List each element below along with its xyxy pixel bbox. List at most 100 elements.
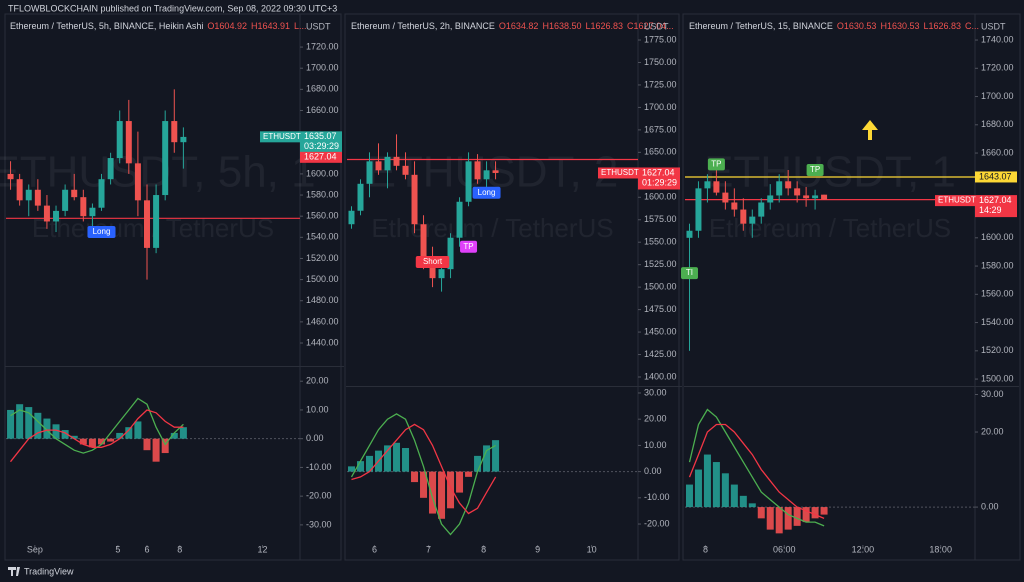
candle-body xyxy=(429,260,436,279)
currency-label: USDT xyxy=(306,21,331,31)
candle-body xyxy=(171,121,178,143)
symbol-tag xyxy=(935,195,975,207)
candle-body xyxy=(474,161,481,180)
candle-body xyxy=(348,210,355,225)
histogram-bar xyxy=(474,455,482,472)
price-tick-label: 1725.00 xyxy=(644,79,677,89)
histogram-bar xyxy=(492,440,500,472)
time-tick-label: 9 xyxy=(535,544,540,554)
price-tick-label: 1500.00 xyxy=(306,274,339,284)
histogram-bar xyxy=(757,507,765,519)
signal-line xyxy=(351,423,497,515)
candle-body xyxy=(107,158,114,180)
candle-body xyxy=(794,188,801,196)
signal-badge xyxy=(707,158,725,171)
signal-line xyxy=(9,409,184,463)
price-tick-label: 1520.00 xyxy=(306,253,339,263)
histogram-bar xyxy=(152,438,160,462)
price-tick-label: 1700.00 xyxy=(306,63,339,73)
macd-line xyxy=(688,408,825,527)
candle-body xyxy=(7,173,14,180)
signal-label: TI xyxy=(686,268,693,277)
watermark: Ethereum / TetherUS xyxy=(32,213,274,243)
histogram-bar xyxy=(438,471,446,519)
price-tick-label: 1575.00 xyxy=(644,214,677,224)
candle-body xyxy=(740,209,747,224)
candle-body xyxy=(384,156,391,171)
price-tick-label: 1440.00 xyxy=(306,337,339,347)
ohlc-value: L1626.83 xyxy=(586,21,624,31)
histogram-bar xyxy=(447,471,455,509)
symbol-tag-label: ETHUSDT xyxy=(601,168,639,177)
histogram-bar xyxy=(393,442,401,472)
candle-body xyxy=(180,136,187,143)
candle-body xyxy=(686,230,693,238)
histogram-bar xyxy=(107,438,115,442)
signal-label: Long xyxy=(478,188,496,197)
time-tick-label: 10 xyxy=(587,544,597,554)
chart-legend: Ethereum / TetherUS, 2h, BINANCE O1634.82… xyxy=(351,21,674,31)
price-tick-label: 1580.00 xyxy=(981,260,1014,270)
indicator-tick-label: 20.00 xyxy=(981,426,1004,436)
signal-label: TP xyxy=(711,159,721,168)
candle-body xyxy=(25,189,32,201)
price-tick-label: 1425.00 xyxy=(644,349,677,359)
histogram-bar xyxy=(70,435,78,439)
ohlc-value: H1638.50 xyxy=(542,21,581,31)
price-tick-label: 1700.00 xyxy=(981,91,1014,101)
price-tag xyxy=(300,151,342,163)
ohlc-value: O1634.82 xyxy=(499,21,539,31)
histogram-bar xyxy=(366,455,374,472)
histogram-bar xyxy=(685,484,693,508)
histogram-bar xyxy=(348,466,356,472)
ohlc-value: L... xyxy=(294,21,307,31)
candle-body xyxy=(34,189,41,206)
histogram-bar xyxy=(456,471,464,493)
histogram-bar xyxy=(79,438,87,445)
candle-body xyxy=(43,205,50,222)
indicator-tick-label: -20.00 xyxy=(644,518,670,528)
price-tick-label: 1660.00 xyxy=(981,147,1014,157)
price-tick-label: 1560.00 xyxy=(306,211,339,221)
candle-body xyxy=(695,188,702,231)
candle-body xyxy=(80,197,87,217)
histogram-bar xyxy=(384,445,392,472)
price-tag-time: 03:29:29 xyxy=(304,141,339,151)
indicator-tick-label: 20.00 xyxy=(306,376,329,386)
currency-label: USDT xyxy=(981,21,1006,31)
price-tag-value: 1635.07 xyxy=(304,131,337,141)
price-tag-time: 01:29:29 xyxy=(642,177,677,187)
candle-body xyxy=(767,195,774,203)
candle-body xyxy=(375,161,382,171)
footer-logo: TradingView xyxy=(8,566,74,576)
panel-frame xyxy=(682,13,1021,561)
histogram-bar xyxy=(775,507,783,534)
indicator-tick-label: -30.00 xyxy=(306,519,332,529)
candle-body xyxy=(812,195,819,199)
time-tick-label: 6 xyxy=(144,544,149,554)
macd-line xyxy=(350,413,496,536)
indicator-tick-label: -20.00 xyxy=(306,491,332,501)
price-tick-label: 1475.00 xyxy=(644,304,677,314)
candle-body xyxy=(366,161,373,184)
histogram-bar xyxy=(116,432,124,439)
price-tag-value: 1627.04 xyxy=(642,167,675,177)
signal-label: TP xyxy=(463,242,473,251)
footer-text[interactable]: TradingView xyxy=(24,566,74,576)
price-tag xyxy=(638,167,680,190)
candle-body xyxy=(134,163,141,201)
candle-body xyxy=(62,189,69,211)
histogram-bar xyxy=(703,454,711,508)
signal-label: Short xyxy=(423,257,443,266)
price-tick-label: 1460.00 xyxy=(306,316,339,326)
candle-body xyxy=(776,181,783,196)
price-tag xyxy=(975,171,1017,183)
histogram-bar xyxy=(179,427,187,439)
histogram-bar xyxy=(34,412,42,439)
indicator-tick-label: 0.00 xyxy=(644,466,662,476)
panel-frame xyxy=(4,13,342,561)
time-tick-label: 8 xyxy=(177,544,182,554)
time-tick-label: 12:00 xyxy=(852,544,875,554)
histogram-bar xyxy=(16,404,24,439)
histogram-bar xyxy=(52,424,60,439)
